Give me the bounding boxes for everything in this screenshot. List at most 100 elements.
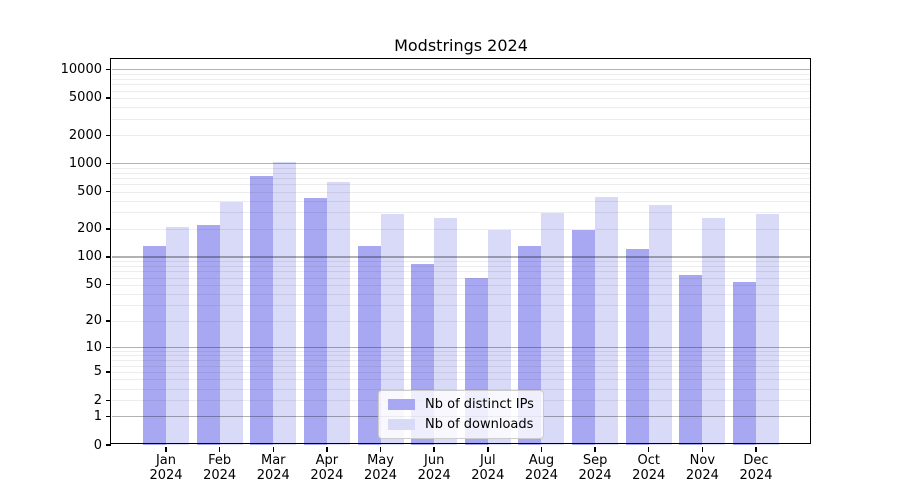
x-tick-label-month: May [367, 453, 394, 468]
y-tick-label: 10 [85, 339, 102, 355]
y-tick-label: 5000 [68, 90, 102, 106]
x-tick-label: Dec 2024 [724, 453, 788, 483]
legend-label-distinct-ips: Nb of distinct IPs [425, 397, 534, 412]
y-tick-mark [106, 191, 111, 193]
y-tick-label: 5 [93, 364, 102, 380]
chart-title: Modstrings 2024 [394, 36, 528, 55]
x-tick-mark [272, 446, 274, 452]
bar-nb-of-distinct-ips-nov-2024 [679, 274, 703, 445]
bar-nb-of-distinct-ips-apr-2024 [303, 197, 327, 445]
y-tick-label: 2 [93, 392, 102, 408]
gridline-minor [112, 74, 810, 76]
gridline-minor [112, 90, 810, 92]
gridline-minor [112, 78, 810, 80]
gridline-minor [112, 355, 810, 357]
bar-nb-of-downloads-apr-2024 [326, 182, 350, 445]
y-tick-mark [106, 346, 111, 348]
gridline-major [112, 256, 810, 258]
gridline-minor [112, 379, 810, 381]
x-tick-mark [755, 446, 757, 452]
y-tick-mark [106, 97, 111, 99]
gridline-minor [112, 172, 810, 174]
x-tick-label: Sep 2024 [563, 453, 627, 483]
x-tick-label-year: 2024 [417, 468, 451, 483]
x-tick-mark [594, 446, 596, 452]
gridline-minor [112, 271, 810, 273]
gridline-major [112, 346, 810, 348]
x-tick-mark [326, 446, 328, 452]
x-tick-label-month: Jul [479, 453, 496, 468]
legend-item-distinct-ips: Nb of distinct IPs [388, 397, 535, 412]
bar-nb-of-downloads-may-2024 [380, 213, 404, 445]
x-tick-label: Jan 2024 [134, 453, 198, 483]
y-tick-label: 100 [77, 249, 102, 265]
x-tick-label-year: 2024 [471, 468, 505, 483]
x-tick-label: Jun 2024 [402, 453, 466, 483]
gridline-minor [112, 351, 810, 353]
bar-nb-of-distinct-ips-mar-2024 [250, 176, 274, 445]
x-tick-label: Apr 2024 [295, 453, 359, 483]
y-tick-mark [106, 284, 111, 286]
legend: Nb of distinct IPs Nb of downloads [378, 390, 544, 439]
y-tick-mark [106, 256, 111, 258]
gridline-minor [112, 84, 810, 86]
gridline-minor [112, 284, 810, 286]
gridline-minor [112, 212, 810, 214]
x-tick-label-month: Nov [689, 453, 716, 468]
bar-nb-of-distinct-ips-oct-2024 [625, 249, 649, 445]
x-tick-mark [379, 446, 382, 452]
bar-nb-of-downloads-feb-2024 [219, 201, 243, 445]
y-tick-label: 2000 [68, 127, 102, 143]
bar-nb-of-downloads-dec-2024 [756, 213, 779, 445]
x-tick-label-year: 2024 [203, 468, 237, 483]
gridline-minor [112, 371, 810, 373]
gridline-minor [112, 320, 810, 322]
x-tick-label-year: 2024 [149, 468, 183, 483]
bar-nb-of-downloads-jun-2024 [434, 217, 458, 445]
gridline-minor [112, 191, 810, 193]
x-tick-mark [648, 446, 650, 452]
y-tick-mark [106, 228, 111, 230]
gridline-minor [112, 388, 810, 390]
x-tick-label-year: 2024 [363, 468, 398, 483]
x-tick-mark [701, 446, 704, 452]
x-tick-mark [165, 446, 167, 452]
x-tick-label-year: 2024 [685, 468, 719, 483]
gridline-minor [112, 97, 810, 99]
y-tick-label: 200 [77, 221, 102, 237]
x-tick-label: Jul 2024 [456, 453, 520, 483]
x-tick-mark [540, 446, 543, 452]
x-tick-label-month: Mar [261, 453, 286, 468]
x-tick-label-month: Jan [155, 453, 177, 468]
bar-nb-of-downloads-oct-2024 [648, 205, 672, 445]
gridlines-layer [112, 60, 810, 445]
bar-nb-of-downloads-sep-2024 [595, 197, 619, 445]
y-tick-label: 500 [77, 184, 102, 200]
y-tick-label: 1 [93, 409, 102, 425]
x-tick-label-year: 2024 [524, 468, 558, 483]
bar-nb-of-distinct-ips-sep-2024 [572, 230, 596, 445]
bar-nb-of-distinct-ips-dec-2024 [733, 281, 756, 445]
x-tick-label-month: Aug [528, 453, 555, 468]
x-tick-label-year: 2024 [578, 468, 612, 483]
bar-nb-of-downloads-mar-2024 [273, 161, 297, 445]
gridline-minor [112, 305, 810, 307]
x-tick-label-year: 2024 [256, 468, 290, 483]
x-tick-label: May 2024 [349, 453, 413, 483]
y-tick-label: 0 [93, 437, 102, 453]
gridline-minor [112, 265, 810, 267]
y-tick-mark [106, 162, 111, 165]
gridline-minor [112, 360, 810, 362]
y-tick-mark [106, 134, 111, 136]
y-tick-mark [106, 399, 111, 401]
x-tick-label-month: Jun [424, 453, 445, 468]
y-tick-label: 10000 [60, 62, 102, 78]
bar-nb-of-downloads-aug-2024 [541, 212, 565, 445]
x-tick-label-month: Apr [315, 453, 339, 468]
x-tick-label-month: Sep [582, 453, 608, 468]
gridline-minor [112, 261, 810, 263]
y-tick-mark [106, 69, 111, 71]
gridline-minor [112, 277, 810, 279]
bar-nb-of-distinct-ips-may-2024 [357, 246, 381, 445]
